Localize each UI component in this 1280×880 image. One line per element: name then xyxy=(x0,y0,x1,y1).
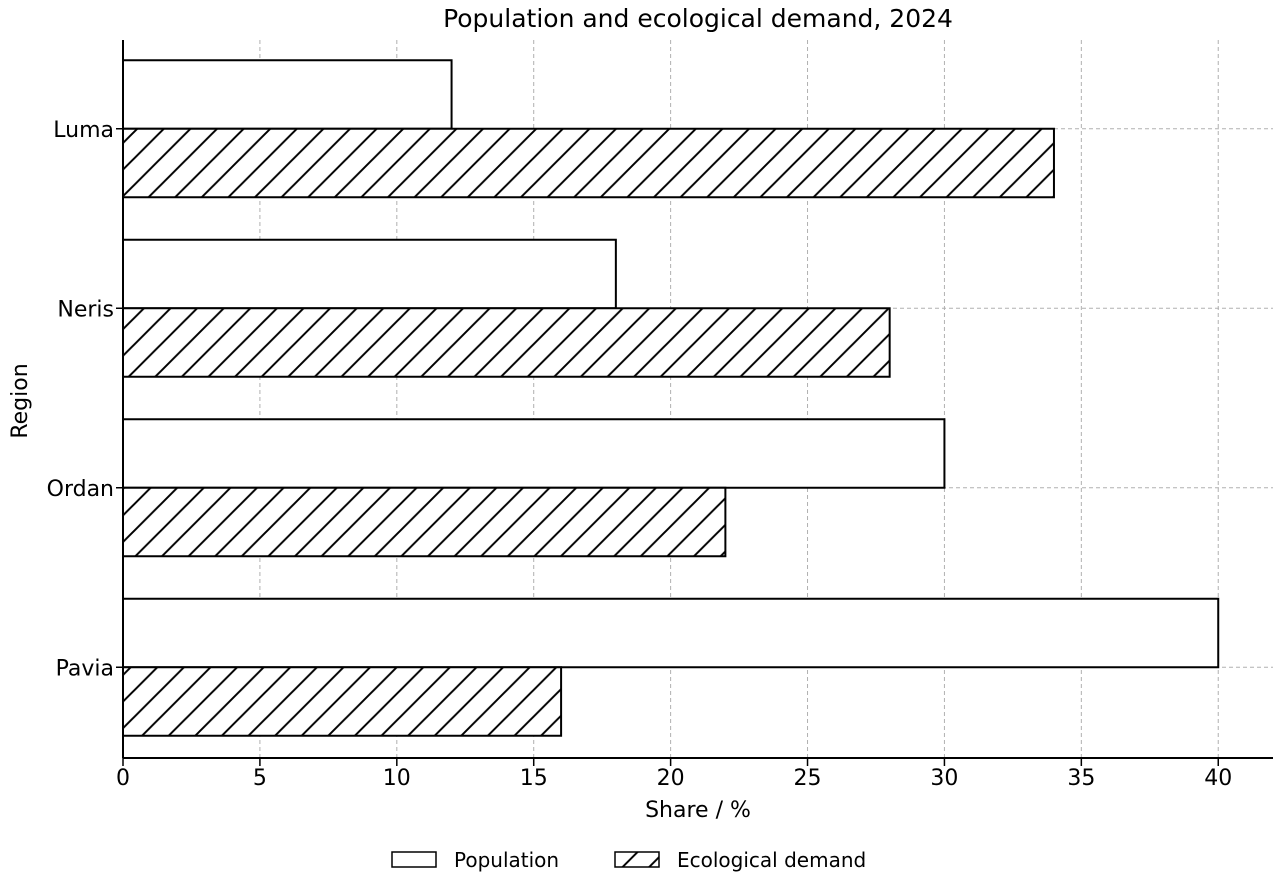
labels: 0 5 10 15 20 25 30 35 40 Luma Neris Ordan Pavia Share… xyxy=(8,4,1232,823)
bar-population-luma xyxy=(122,59,453,130)
x-tick-label-10: 10 xyxy=(383,766,411,791)
x-tick-label-35: 35 xyxy=(1067,766,1095,791)
y-axis-title: Region xyxy=(8,363,33,438)
bars xyxy=(122,59,1220,737)
bar-population-ordan xyxy=(122,418,946,489)
bar-population-pavia xyxy=(122,597,1220,669)
y-tick-label-pavia: Pavia xyxy=(56,656,114,681)
x-tick-label-20: 20 xyxy=(657,766,685,791)
x-tick-label-30: 30 xyxy=(930,766,958,791)
x-axis-title: Share / % xyxy=(645,798,751,823)
y-tick-label-neris: Neris xyxy=(57,297,114,322)
x-tick-label-40: 40 xyxy=(1204,766,1232,791)
x-tick-label-15: 15 xyxy=(520,766,548,791)
legend: Population Ecological demand xyxy=(391,848,866,872)
legend-label-ecological-demand: Ecological demand xyxy=(677,848,866,872)
bar-ecological-demand-luma xyxy=(122,127,1055,199)
y-tick-label-ordan: Ordan xyxy=(47,477,114,502)
axes xyxy=(116,40,1273,766)
bar-ecological-demand-neris xyxy=(122,307,891,378)
legend-swatch-population xyxy=(391,851,437,868)
bar-ecological-demand-pavia xyxy=(122,666,563,737)
x-tick-label-25: 25 xyxy=(794,766,822,791)
legend-swatch-ecological-demand xyxy=(614,851,660,868)
y-tick-label-luma: Luma xyxy=(53,118,114,143)
chart-title: Population and ecological demand, 2024 xyxy=(443,4,953,33)
legend-label-population: Population xyxy=(454,848,559,872)
bar-ecological-demand-ordan xyxy=(122,486,727,558)
x-tick-label-5: 5 xyxy=(253,766,267,791)
x-tick-label-0: 0 xyxy=(116,766,130,791)
bar-population-neris xyxy=(122,238,617,310)
